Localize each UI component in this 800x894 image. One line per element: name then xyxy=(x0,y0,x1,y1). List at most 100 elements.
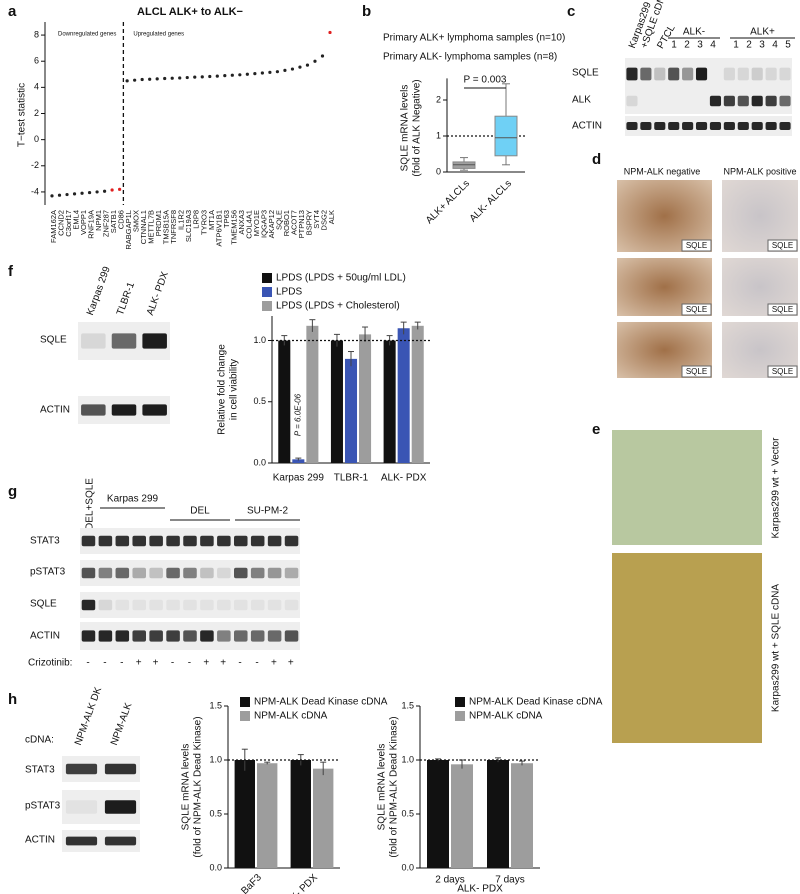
micrograph xyxy=(612,553,762,743)
y-tick-label: 0.5 xyxy=(253,396,266,406)
band xyxy=(65,763,98,775)
x-tick-label: NPM1 xyxy=(94,210,103,231)
legend-label: NPM-ALK cDNA xyxy=(254,711,328,722)
band xyxy=(166,630,180,642)
point xyxy=(163,76,167,81)
x-tick-label: CTNNAL1 xyxy=(139,210,148,244)
y-axis-label: (fold of NPM-ALK Dead Kinase) xyxy=(389,716,400,857)
band xyxy=(234,567,248,579)
y-axis-label: SQLE mRNA levels xyxy=(400,85,411,172)
point xyxy=(133,78,137,82)
band xyxy=(200,599,214,611)
row-label: STAT3 xyxy=(25,765,55,776)
legend-label: LPDS (LPDS + 50ug/ml LDL) xyxy=(276,273,406,284)
bar xyxy=(411,325,424,463)
x-tick-label: COL4A1 xyxy=(244,210,253,239)
band xyxy=(132,567,146,579)
lane-label: NPM-ALK DK xyxy=(73,685,104,747)
band xyxy=(149,599,163,611)
x-tick-label: DSG2 xyxy=(319,210,328,230)
lane-label: 2 xyxy=(746,40,752,51)
band xyxy=(115,535,130,547)
band xyxy=(81,404,106,416)
legend-label: NPM-ALK cDNA xyxy=(469,711,543,722)
bar xyxy=(257,763,278,868)
lane-label: 5 xyxy=(785,40,791,51)
x-tick-label: ALK xyxy=(327,210,336,224)
point xyxy=(95,190,99,194)
band xyxy=(234,630,248,642)
x-tick-label: VOPP1 xyxy=(79,210,88,235)
point xyxy=(298,65,302,69)
legend-swatch xyxy=(455,697,465,707)
band xyxy=(751,95,763,107)
band xyxy=(250,599,265,611)
band xyxy=(723,122,735,130)
band xyxy=(626,67,638,81)
legend-swatch xyxy=(240,711,250,721)
x-tick-label: METTL7B xyxy=(147,210,156,244)
band xyxy=(751,67,763,81)
bar xyxy=(278,340,291,463)
row-label: pSTAT3 xyxy=(25,801,61,812)
x-tick-label: Karpas 299 xyxy=(273,473,325,484)
band xyxy=(65,836,98,846)
x-tick-label: TP63 xyxy=(222,210,231,228)
band xyxy=(217,535,231,547)
band xyxy=(626,95,638,107)
legend-swatch xyxy=(455,711,465,721)
treatment-sign: - xyxy=(171,658,174,669)
legend-label: NPM-ALK Dead Kinase cDNA xyxy=(254,697,388,708)
band xyxy=(779,122,791,130)
image-tag: SQLE xyxy=(772,241,793,250)
band xyxy=(115,630,130,642)
group-label: ALK+ xyxy=(750,27,775,38)
row-label: SQLE xyxy=(572,68,599,79)
lane-label: 1 xyxy=(671,40,677,51)
band xyxy=(149,630,163,642)
x-tick-label: ALK- ALCLs xyxy=(468,178,514,224)
image-tag: SQLE xyxy=(686,367,707,376)
point xyxy=(65,192,69,197)
x-tick-label: TLBR-1 xyxy=(334,473,369,484)
panel-label: c xyxy=(567,3,575,20)
band xyxy=(183,599,197,611)
x-tick-label: BaF3 xyxy=(239,872,264,894)
group-label: DEL xyxy=(190,506,210,517)
point xyxy=(268,70,272,74)
panel-label: d xyxy=(592,151,601,168)
row-label: SQLE xyxy=(30,599,57,610)
x-tick-label: 2 days xyxy=(435,875,464,886)
image-label: Karpas299 wt + Vector xyxy=(771,437,782,539)
band xyxy=(142,404,167,416)
x-tick-label: SYT4 xyxy=(312,210,321,229)
band xyxy=(142,333,167,349)
blot xyxy=(625,116,792,136)
point xyxy=(223,73,227,78)
band xyxy=(250,630,265,642)
tag-box xyxy=(767,365,798,378)
x-tick-label: ALK+ ALCLs xyxy=(424,178,472,226)
blot xyxy=(62,830,140,852)
x-tick-label: RNF19A xyxy=(87,210,96,239)
x-tick-label: TNFRSF8 xyxy=(169,210,178,244)
y-tick-label: 0.0 xyxy=(209,862,222,872)
y-axis-label: SQLE mRNA levels xyxy=(377,744,388,831)
blot xyxy=(625,88,792,114)
point xyxy=(140,77,144,82)
row-label: cDNA: xyxy=(25,735,54,746)
legend-swatch xyxy=(262,287,272,297)
y-tick-label: -2 xyxy=(31,160,39,170)
band xyxy=(166,567,180,579)
band xyxy=(668,122,680,130)
band xyxy=(200,567,214,579)
legend-swatch xyxy=(240,697,250,707)
band xyxy=(111,404,137,416)
bar xyxy=(290,760,311,868)
band xyxy=(104,763,137,775)
band xyxy=(183,567,197,579)
band xyxy=(284,567,299,579)
treatment-sign: - xyxy=(86,658,89,669)
subtitle: Primary ALK- lymphoma samples (n=8) xyxy=(383,52,557,63)
tag-box xyxy=(767,303,798,316)
